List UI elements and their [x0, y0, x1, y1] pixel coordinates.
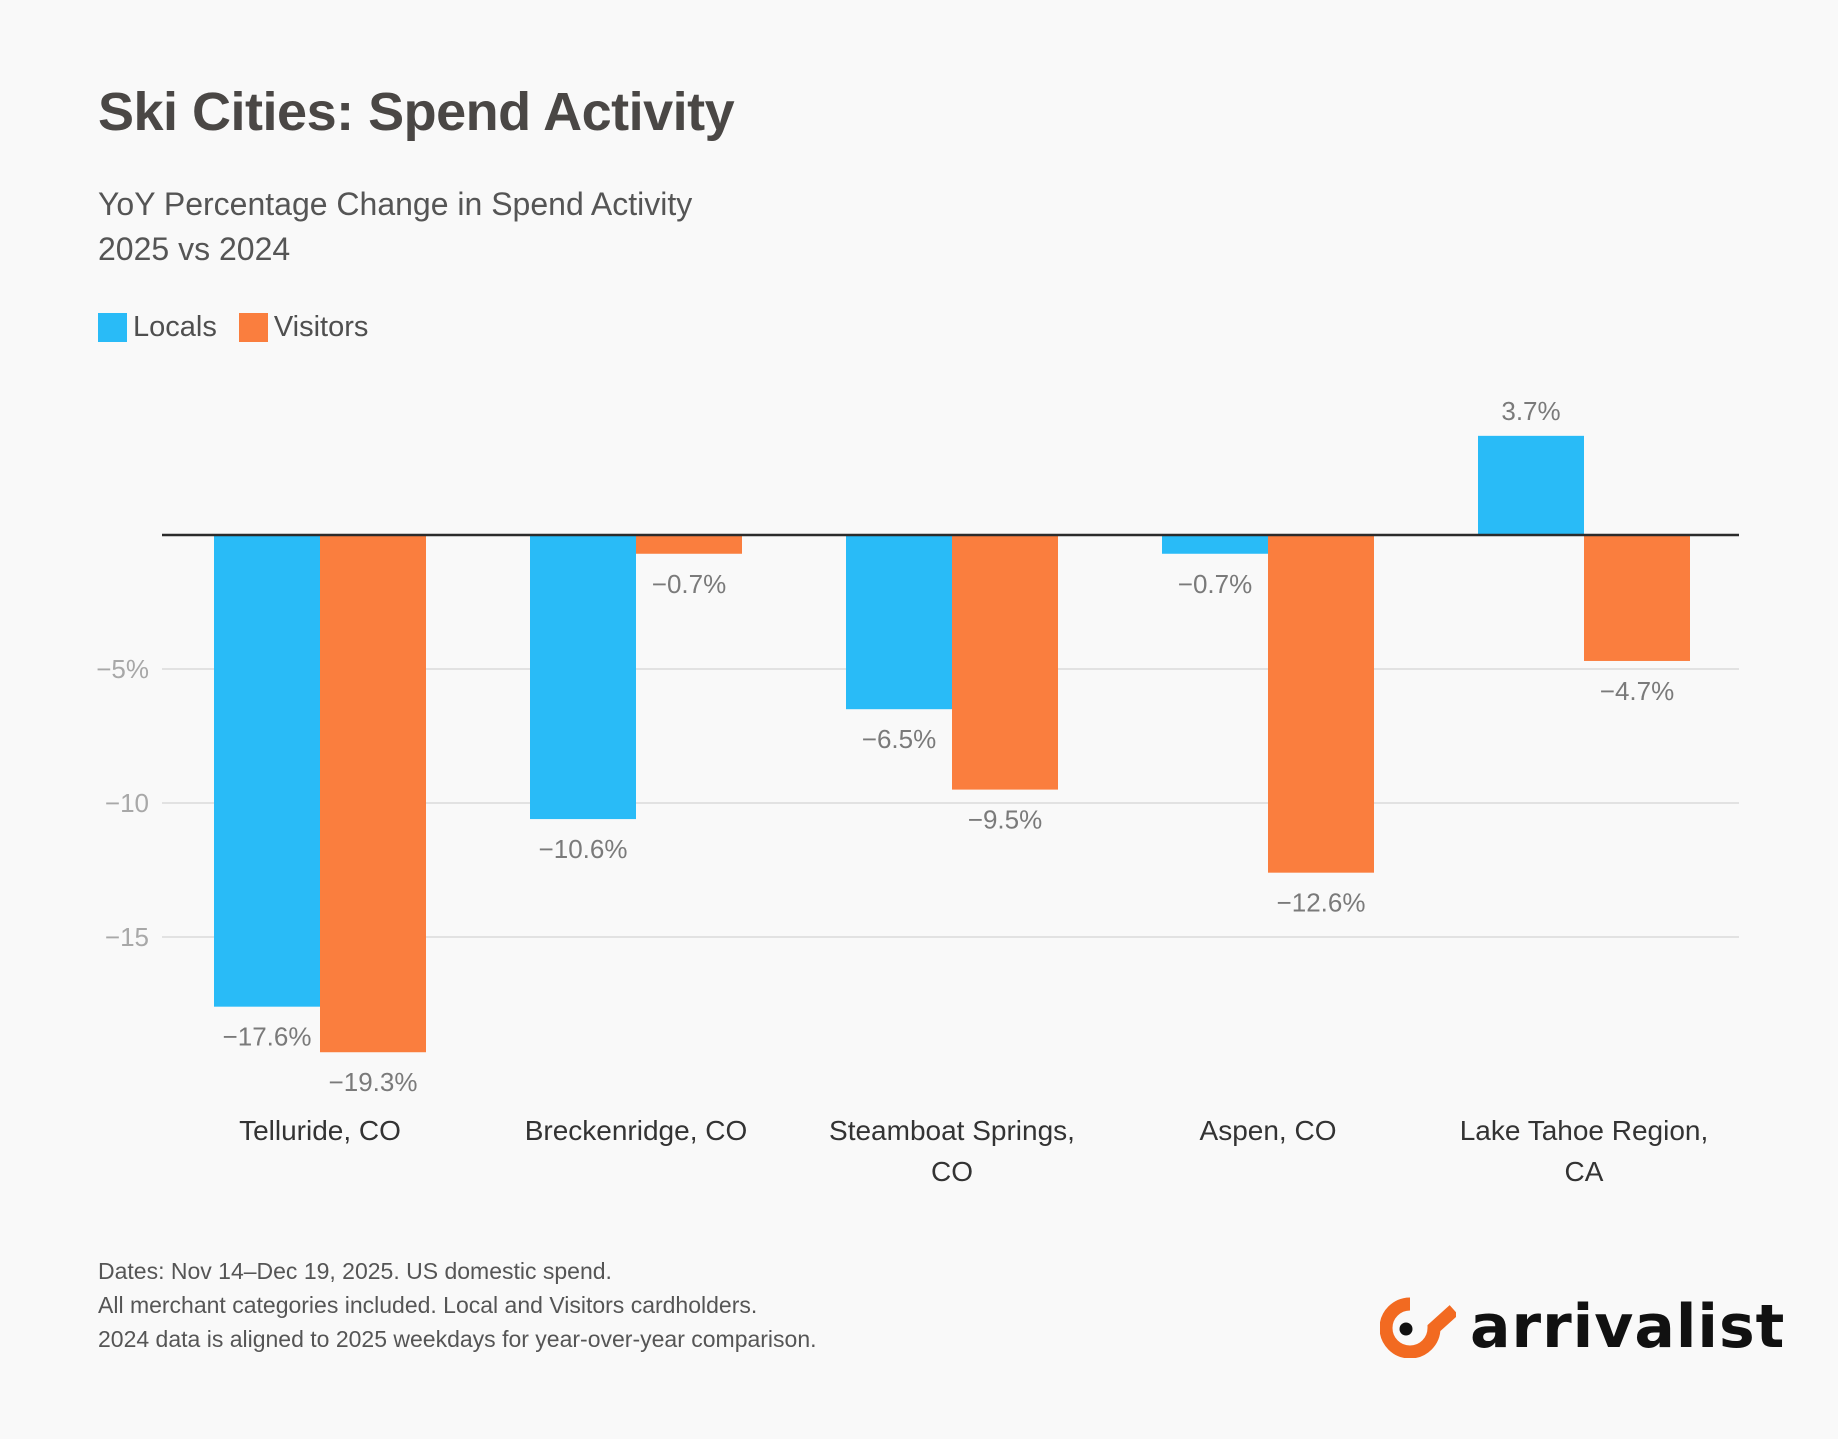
x-category-label: Steamboat Springs, [829, 1115, 1075, 1146]
bar-locals [214, 535, 320, 1007]
chart-title: Ski Cities: Spend Activity [98, 82, 735, 142]
data-label: −19.3% [329, 1067, 418, 1097]
legend-item-locals: Locals [98, 311, 217, 344]
chart-subtitle: YoY Percentage Change in Spend Activity … [98, 182, 692, 272]
data-label: 3.7% [1501, 396, 1560, 426]
bar-visitors [320, 535, 426, 1053]
bar-locals [530, 535, 636, 820]
data-label: −10.6% [539, 834, 628, 864]
bar-visitors [1584, 535, 1690, 661]
x-category-label: Aspen, CO [1200, 1115, 1337, 1146]
legend-swatch-visitors [238, 313, 268, 342]
bar-chart: −5% −10 −15 −17.6% −19.3% Telluride, CO −10.6%… [96, 396, 1739, 1187]
x-category-label: CO [931, 1156, 973, 1187]
bar-visitors [1268, 535, 1374, 873]
y-tick-label: −15 [105, 922, 149, 952]
y-tick-label: −10 [105, 788, 149, 818]
legend-swatch-locals [98, 313, 127, 342]
data-label: −17.6% [223, 1022, 312, 1052]
subtitle-line: 2025 vs 2024 [98, 231, 291, 267]
bar-locals [1162, 535, 1268, 554]
x-category-label: Breckenridge, CO [525, 1115, 748, 1146]
subtitle-line: YoY Percentage Change in Spend Activity [98, 186, 693, 222]
legend: Locals Visitors [98, 311, 390, 344]
data-label: −9.5% [968, 805, 1042, 835]
x-category-label: CA [1565, 1156, 1604, 1187]
brand-name: arrivalist [1470, 1292, 1786, 1362]
brand-logo: arrivalist [1380, 1296, 1785, 1358]
legend-label: Visitors [273, 311, 369, 343]
x-category-label: Lake Tahoe Region, [1460, 1115, 1709, 1146]
data-label: −0.7% [1178, 569, 1252, 599]
bar-locals [1478, 435, 1584, 535]
bar-visitors [636, 535, 742, 554]
legend-item-visitors: Visitors [238, 311, 369, 344]
legend-label: Locals [133, 311, 217, 343]
data-label: −6.5% [862, 724, 936, 754]
data-label: −12.6% [1277, 888, 1366, 918]
data-label: −4.7% [1600, 676, 1674, 706]
x-category-label: Telluride, CO [239, 1115, 401, 1146]
footer-notes: Dates: Nov 14–Dec 19, 2025. US domestic … [98, 1254, 817, 1356]
bar-locals [846, 535, 952, 710]
footer-line: All merchant categories included. Local … [98, 1292, 758, 1318]
data-label: −0.7% [652, 569, 726, 599]
footer-line: Dates: Nov 14–Dec 19, 2025. US domestic … [98, 1258, 612, 1284]
y-tick-label: −5% [96, 654, 149, 684]
arrivalist-logo-icon [1380, 1297, 1456, 1358]
bar-visitors [952, 535, 1058, 790]
footer-line: 2024 data is aligned to 2025 weekdays fo… [98, 1326, 817, 1352]
